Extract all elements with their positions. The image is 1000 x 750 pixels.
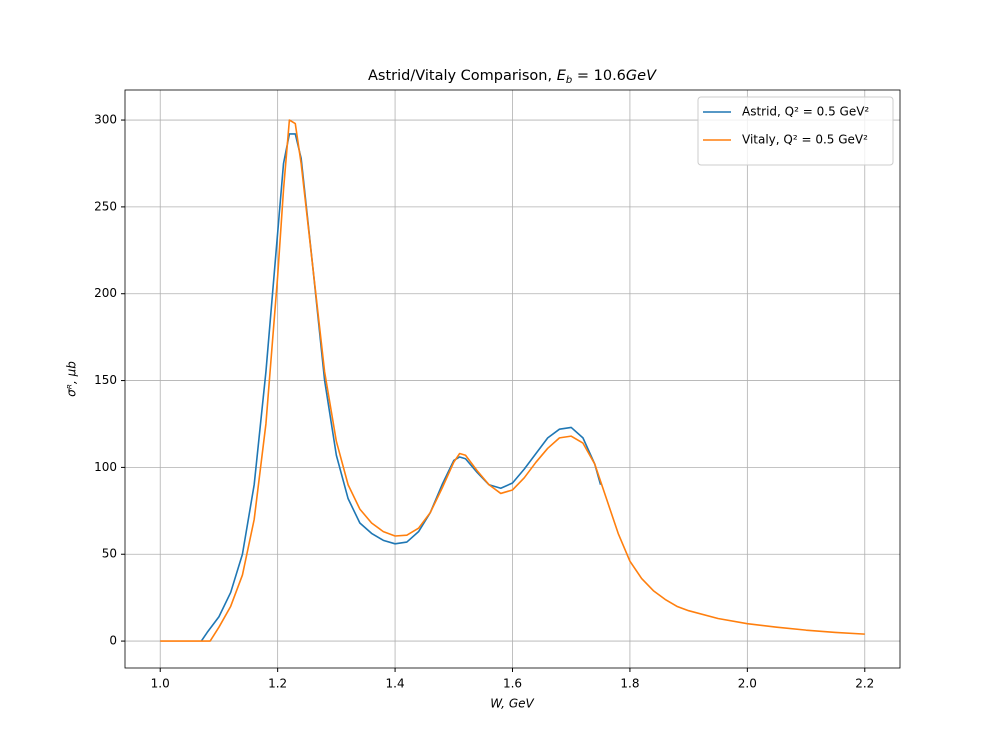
x-tick-label: 1.0: [151, 677, 170, 691]
title-text: Astrid/Vitaly Comparison,: [368, 68, 557, 84]
title-math: GeV: [626, 68, 657, 84]
x-tick-label: 1.4: [386, 677, 405, 691]
x-tick-label: 1.6: [503, 677, 522, 691]
y-tick-label: 200: [94, 286, 117, 300]
x-tick-label: 2.2: [855, 677, 874, 691]
title-math: = 10.6: [572, 68, 626, 84]
y-tick-label: 250: [94, 199, 117, 213]
x-tick-label: 1.8: [620, 677, 639, 691]
title-subscript: b: [566, 75, 572, 86]
x-tick-label: 1.2: [268, 677, 287, 691]
legend-frame: [697, 96, 894, 166]
y-tick-label: 100: [94, 460, 117, 474]
legend-label: Astrid, Q² = 0.5 GeV²: [742, 105, 869, 119]
legend-label: Vitaly, Q² = 0.5 GeV²: [742, 133, 868, 147]
y-tick-label: 150: [94, 373, 117, 387]
x-axis-label: W, GeV: [490, 697, 534, 711]
axes-frame: [124, 89, 901, 669]
title-math: E: [557, 68, 567, 84]
series-line: [160, 119, 865, 642]
x-tick-label: 2.0: [738, 677, 757, 691]
y-tick-label: 50: [102, 547, 117, 561]
y-tick-label: 300: [94, 113, 117, 127]
series-line: [200, 133, 602, 642]
chart-title: Astrid/Vitaly Comparison, Eb = 10.6GeV: [368, 68, 657, 86]
legend: Astrid, Q² = 0.5 GeV² Vitaly, Q² = 0.5 Ge…: [697, 96, 894, 166]
y-tick-label: 0: [109, 634, 117, 648]
y-axis-label: σᴿ, μb: [65, 361, 79, 397]
